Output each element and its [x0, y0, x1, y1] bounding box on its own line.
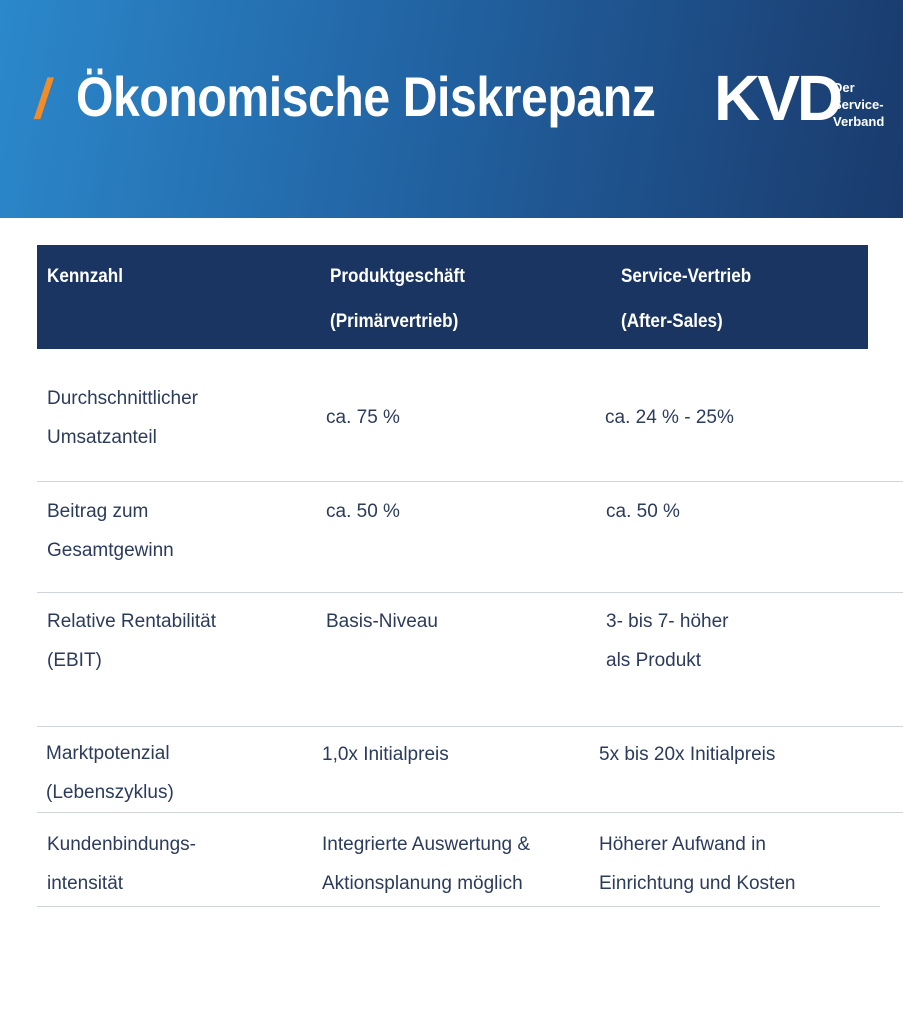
- table-cell: Relative Rentabilität: [47, 611, 216, 632]
- table-cell: Durchschnittlicher: [47, 388, 198, 409]
- page-title: Ökonomische Diskrepanz: [76, 65, 656, 128]
- column-header: (After-Sales): [621, 311, 723, 332]
- table-cell: intensität: [47, 872, 124, 894]
- column-header: (Primärvertrieb): [330, 311, 459, 332]
- table-cell: ca. 24 % - 25%: [605, 407, 734, 428]
- table-cell: Gesamtgewinn: [47, 539, 174, 561]
- column-header: Produktgeschäft: [330, 266, 465, 287]
- logo-tagline: Verband: [833, 114, 885, 129]
- table-cell: Kundenbindungs-: [47, 834, 196, 855]
- table-cell: 3- bis 7- höher: [606, 611, 729, 632]
- table-cell: Beitrag zum: [47, 501, 149, 522]
- table-cell: Einrichtung und Kosten: [599, 872, 796, 894]
- table-cell: (Lebenszyklus): [46, 781, 174, 803]
- table-cell: ca. 50 %: [606, 501, 680, 522]
- row-separator: [37, 906, 880, 907]
- header-banner: [0, 0, 903, 218]
- table-cell: Basis-Niveau: [326, 611, 438, 632]
- column-header: Kennzahl: [47, 266, 124, 287]
- logo: KVD: [714, 62, 843, 134]
- logo-tagline: Der: [833, 80, 855, 95]
- table-cell: Umsatzanteil: [47, 426, 157, 448]
- column-header: Service-Vertrieb: [621, 266, 752, 287]
- table-cell: (EBIT): [47, 649, 102, 671]
- logo-tagline: Service-: [833, 97, 884, 112]
- table-cell: ca. 75 %: [326, 407, 400, 428]
- table-cell: Integrierte Auswertung &: [322, 834, 531, 855]
- table-cell: 5x bis 20x Initialpreis: [599, 744, 776, 765]
- row-separator: [37, 481, 903, 482]
- table-cell: Höherer Aufwand in: [599, 834, 766, 855]
- table-cell: Marktpotenzial: [46, 743, 170, 764]
- table-cell: Aktionsplanung möglich: [322, 872, 523, 894]
- table-cell: ca. 50 %: [326, 501, 400, 522]
- table-cell: 1,0x Initialpreis: [322, 744, 449, 765]
- table-cell: als Produkt: [606, 649, 702, 671]
- row-separator: [37, 726, 903, 727]
- row-separator: [37, 592, 903, 593]
- row-separator: [37, 812, 903, 813]
- table-header: [37, 245, 868, 349]
